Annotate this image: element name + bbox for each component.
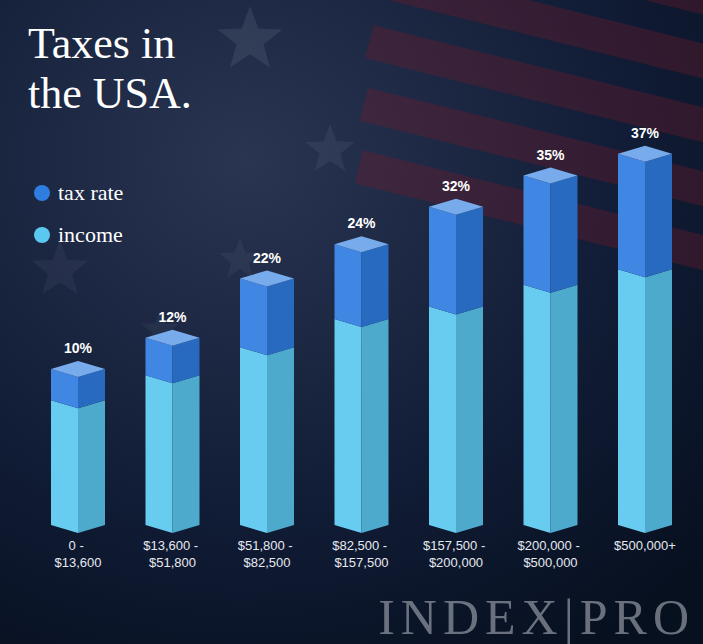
x-tick-label: $51,800 - $82,500 xyxy=(238,538,297,570)
flag-decoration xyxy=(355,0,703,309)
legend: tax rate income xyxy=(34,180,123,247)
bar-top xyxy=(618,146,672,162)
chart: INDEX|PROTaxes inthe USA.tax rateincome1… xyxy=(0,0,703,644)
data-labels: 10% 12% 22% 24% 32% 35% 37% xyxy=(64,125,660,356)
bar-segment xyxy=(335,319,389,533)
bar-face-left xyxy=(618,269,645,533)
bar-top xyxy=(524,168,578,184)
bar-face-left xyxy=(429,207,456,315)
flag-star xyxy=(218,6,283,68)
bar-face-right xyxy=(645,154,672,277)
x-tick-label: 0 - $13,600 xyxy=(55,538,102,570)
bar-face-left xyxy=(51,400,78,533)
bar-face-right xyxy=(362,244,389,327)
x-tick-line: $82,500 - xyxy=(332,538,391,553)
bar-face-right xyxy=(78,400,105,533)
x-tick-line: $51,800 xyxy=(149,555,196,570)
x-tick-line: $200,000 xyxy=(429,555,483,570)
bar-face-right xyxy=(267,347,294,533)
x-tick-line: $500,000 xyxy=(523,555,577,570)
legend-label: tax rate xyxy=(58,180,123,205)
bar-segment xyxy=(618,146,672,277)
legend-swatch xyxy=(34,227,50,243)
data-label: 10% xyxy=(64,340,93,356)
watermark: INDEX|PRO xyxy=(378,589,695,644)
x-tick-labels: 0 - $13,600 $13,600 - $51,800 $51,800 - $8… xyxy=(55,538,676,570)
bar-top xyxy=(335,236,389,252)
x-tick-line: 0 - xyxy=(69,538,88,553)
legend-swatch xyxy=(34,185,50,201)
bar-segment xyxy=(240,271,294,356)
x-tick-line: $500,000+ xyxy=(614,538,676,553)
data-label: 37% xyxy=(631,125,660,141)
x-tick-label: $13,600 - $51,800 xyxy=(143,538,202,570)
bar-top xyxy=(240,271,294,287)
bar-segment xyxy=(51,400,105,533)
data-label: 12% xyxy=(158,309,187,325)
bar-face-right xyxy=(456,207,483,315)
title-line: Taxes in xyxy=(28,19,175,68)
x-tick-line: $13,600 xyxy=(55,555,102,570)
bar-face-right xyxy=(645,269,672,533)
bar-segment xyxy=(524,168,578,293)
bar-face-left xyxy=(524,285,551,533)
bar-segment xyxy=(146,330,200,383)
flag-star xyxy=(32,240,89,294)
x-tick-line: $13,600 - xyxy=(143,538,202,553)
bar-face-left xyxy=(146,375,173,533)
x-tick-label: $200,000 - $500,000 xyxy=(518,538,584,570)
title-line: the USA. xyxy=(28,69,192,118)
bar-top xyxy=(146,330,200,346)
bar-segment xyxy=(335,236,389,327)
bar-face-left xyxy=(335,319,362,533)
bar-segment xyxy=(240,347,294,533)
bar-face-right xyxy=(456,307,483,533)
x-tick-line: $82,500 xyxy=(244,555,291,570)
x-tick-line: $200,000 - xyxy=(518,538,584,553)
bar-face-right xyxy=(551,176,578,293)
bar-segment xyxy=(429,307,483,533)
data-label: 24% xyxy=(347,215,376,231)
bar-top xyxy=(429,199,483,215)
bar-face-left xyxy=(240,347,267,533)
x-tick-label: $500,000+ xyxy=(614,538,676,553)
bar-face-right xyxy=(173,338,200,383)
x-tick-line: $157,500 xyxy=(334,555,388,570)
flag-star xyxy=(305,124,354,171)
data-label: 35% xyxy=(536,147,565,163)
bars xyxy=(51,146,672,533)
bar-segment xyxy=(618,269,672,533)
x-tick-label: $82,500 - $157,500 xyxy=(332,538,391,570)
bar-face-right xyxy=(551,285,578,533)
bar-face-left xyxy=(240,279,267,356)
bar-face-left xyxy=(524,176,551,293)
bar-segment xyxy=(429,199,483,315)
data-label: 22% xyxy=(253,250,282,266)
bar-segment xyxy=(51,361,105,408)
bar-face-right xyxy=(173,375,200,533)
bar-segment xyxy=(524,285,578,533)
bar-face-left xyxy=(335,244,362,327)
bar-top xyxy=(51,361,105,377)
bar-face-left xyxy=(429,307,456,533)
title: Taxes inthe USA. xyxy=(28,19,192,118)
bar-face-right xyxy=(362,319,389,533)
x-tick-line: $157,500 - xyxy=(423,538,489,553)
data-label: 32% xyxy=(442,178,471,194)
bar-face-right xyxy=(267,279,294,356)
x-tick-line: $51,800 - xyxy=(238,538,297,553)
bar-face-left xyxy=(618,154,645,277)
legend-label: income xyxy=(58,222,123,247)
bar-face-left xyxy=(146,338,173,383)
bar-segment xyxy=(146,375,200,533)
x-tick-label: $157,500 - $200,000 xyxy=(423,538,489,570)
